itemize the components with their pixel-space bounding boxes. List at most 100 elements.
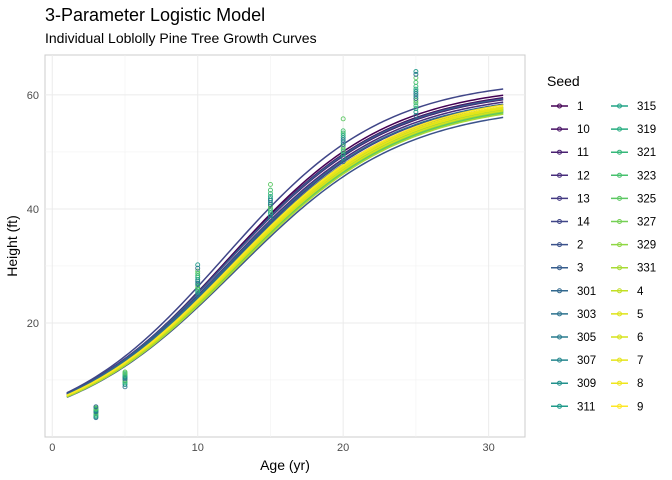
legend-label: 303 [577, 309, 596, 321]
legend-key-point [617, 195, 622, 201]
legend-label: 309 [577, 378, 596, 390]
observation-point [413, 98, 419, 104]
legend-item-305: 305 [551, 332, 596, 344]
legend-item-4: 4 [611, 286, 644, 298]
legend-key-point [557, 334, 562, 340]
legend-label: 319 [637, 124, 656, 136]
legend-key-point [557, 265, 562, 271]
legend-key-point [557, 288, 562, 294]
y-axis-title: Height (ft) [4, 215, 20, 276]
observation-point [413, 69, 419, 74]
legend-key-point [557, 103, 562, 109]
observation-point [413, 109, 419, 115]
legend-item-8: 8 [611, 378, 643, 390]
legend-key-point [617, 288, 622, 294]
legend-key-point [617, 242, 622, 248]
x-tick-label: 30 [483, 442, 495, 454]
observation-point [340, 132, 346, 138]
observation-point [413, 86, 419, 92]
observation-point [268, 196, 273, 202]
observation-point [340, 144, 346, 150]
curve-seed-301 [66, 103, 504, 396]
observation-point [268, 187, 273, 193]
legend-item-321: 321 [611, 147, 656, 159]
major-gridlines [45, 55, 525, 437]
legend-item-3: 3 [551, 263, 583, 275]
observation-point [413, 71, 419, 77]
legend-label: 7 [637, 355, 643, 367]
legend-key-point [617, 219, 622, 224]
observation-point [122, 369, 128, 375]
legend-key-point [557, 195, 562, 201]
chart-title: 3-Parameter Logistic Model [45, 5, 265, 25]
observation-point [195, 268, 201, 274]
legend-key-point [557, 219, 562, 224]
legend-label: 323 [637, 170, 656, 182]
observation-point [340, 148, 346, 154]
legend-label: 315 [637, 101, 656, 113]
legend-key-point [617, 265, 622, 271]
chart-subtitle: Individual Loblolly Pine Tree Growth Cur… [45, 30, 317, 46]
legend-label: 6 [637, 332, 643, 344]
legend-label: 4 [637, 286, 644, 298]
observation-point [195, 262, 201, 268]
legend-label: 2 [577, 240, 583, 252]
y-tick-label: 40 [27, 204, 39, 216]
x-tick-label: 0 [49, 442, 55, 454]
legend-item-9: 9 [611, 401, 643, 413]
legend-item-325: 325 [611, 193, 656, 205]
legend-label: 307 [577, 355, 596, 367]
observation-point [340, 128, 346, 134]
observation-point [413, 89, 419, 94]
legend-key-point [617, 403, 622, 409]
legend-label: 301 [577, 286, 596, 298]
observation-point [340, 137, 346, 143]
observation-point [340, 139, 346, 145]
y-tick-label: 20 [27, 318, 39, 330]
legend-key-point [557, 311, 562, 317]
legend-label: 11 [577, 147, 589, 159]
legend-items: 1 10 11 12 13 14 2 3 301 303 305 307 309 311 315 319 321… [551, 101, 656, 413]
legend-label: 305 [577, 332, 596, 344]
legend-key-point [617, 334, 622, 340]
observation-point [195, 285, 201, 291]
legend-key-point [557, 380, 562, 386]
growth-curves [66, 88, 504, 399]
curve-seed-3 [66, 98, 504, 395]
x-axis-ticks: 0 10 20 30 [49, 442, 495, 454]
legend-label: 1 [577, 101, 583, 113]
legend-item-327: 327 [611, 217, 656, 229]
observation-point [340, 155, 346, 161]
legend-item-301: 301 [551, 286, 596, 298]
observation-point [268, 208, 273, 214]
plot-panel [44, 54, 526, 438]
legend-item-311: 311 [551, 401, 595, 413]
legend-label: 10 [577, 124, 590, 136]
observation-point [195, 288, 201, 294]
legend-item-315: 315 [611, 101, 656, 113]
legend-key-point [617, 357, 622, 363]
legend-label: 327 [637, 217, 656, 229]
legend-label: 8 [637, 378, 643, 390]
legend-item-5: 5 [611, 309, 643, 321]
observation-point [268, 193, 273, 199]
legend-title: Seed [547, 73, 580, 89]
observation-point [340, 146, 346, 152]
observation-point [413, 95, 419, 101]
observation-point [413, 91, 419, 97]
legend-item-1: 1 [551, 101, 583, 113]
legend-key-point [617, 126, 622, 132]
legend-key-point [617, 103, 622, 109]
observation-point [413, 79, 419, 85]
observation-point [195, 273, 201, 279]
observation-point [268, 216, 273, 222]
observation-point [413, 93, 419, 99]
legend-label: 331 [637, 263, 656, 275]
observation-point [195, 280, 201, 286]
legend-key-point [617, 380, 622, 386]
legend-label: 9 [637, 401, 643, 413]
legend-label: 311 [577, 401, 595, 413]
y-tick-label: 60 [27, 90, 39, 102]
legend-label: 5 [637, 309, 643, 321]
legend-key-point [557, 172, 562, 178]
